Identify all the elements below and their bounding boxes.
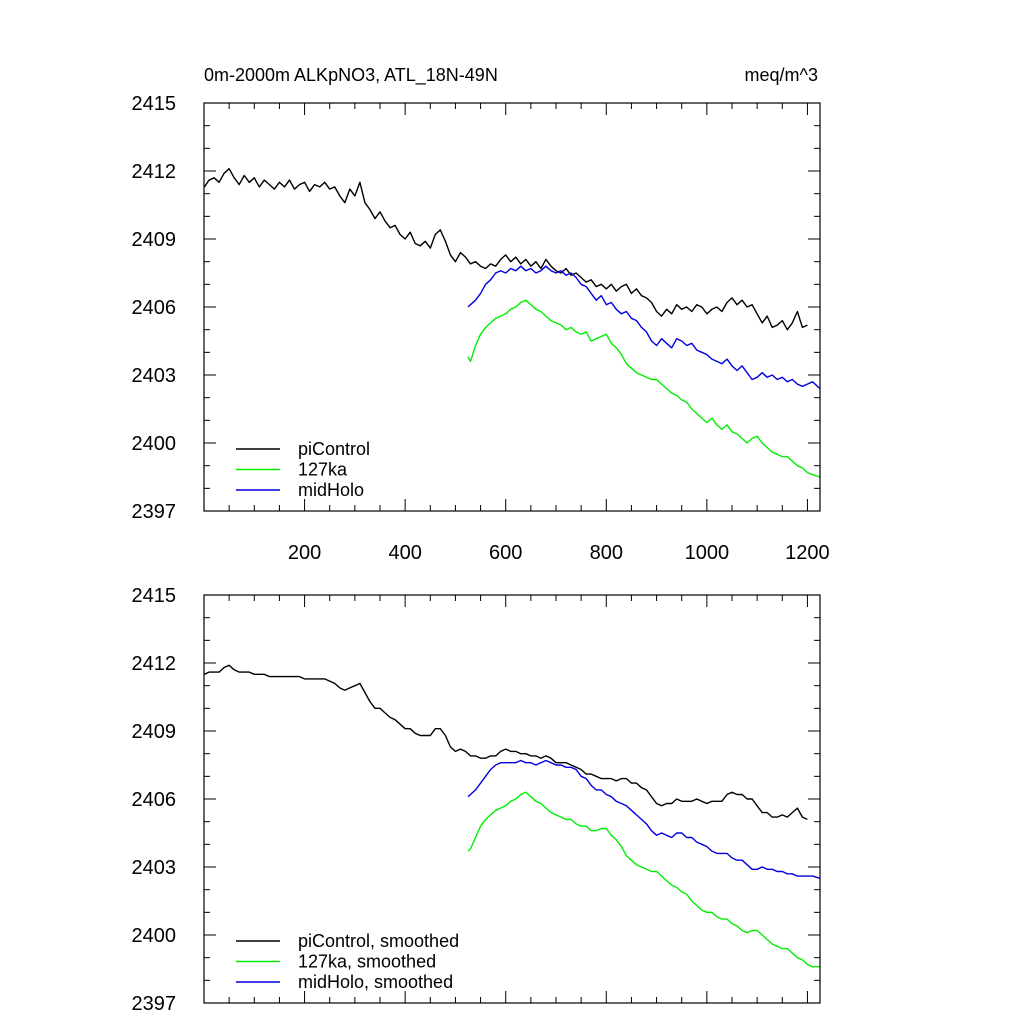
- x-tick-label: 600: [489, 542, 522, 564]
- y-tick-label: 2406: [132, 789, 177, 811]
- series-line-1: [203, 168, 808, 331]
- y-tick-label: 2412: [132, 161, 177, 183]
- series-line-3: [467, 759, 821, 879]
- legend-label: 127ka: [298, 460, 348, 480]
- y-tick-label: 2400: [132, 925, 177, 947]
- chart-units-label: meq/m^3: [745, 65, 818, 85]
- y-tick-label: 2403: [132, 365, 177, 387]
- plot-frame: [203, 594, 821, 1004]
- legend-label: piControl: [298, 439, 370, 459]
- legend-label: midHolo: [298, 480, 364, 500]
- y-tick-label: 2400: [132, 433, 177, 455]
- x-tick-label: 1200: [785, 542, 830, 564]
- legend-label: midHolo, smoothed: [298, 972, 453, 992]
- x-tick-label: 200: [288, 542, 321, 564]
- x-tick-label: 400: [388, 542, 421, 564]
- y-tick-label: 2397: [132, 993, 177, 1015]
- series-line-1: [204, 664, 808, 821]
- y-tick-label: 2409: [132, 721, 177, 743]
- y-tick-label: 2409: [132, 229, 177, 251]
- y-tick-label: 2412: [132, 653, 177, 675]
- y-tick-label: 2415: [132, 585, 177, 607]
- chart-panel-2: 2397 2400 2403 2406 2409 2412 2415 piControl, s…: [132, 585, 821, 1015]
- series-line-2: [467, 299, 821, 478]
- y-tick-label: 2403: [132, 857, 177, 879]
- y-tick-label: 2415: [132, 93, 177, 115]
- legend-label: piControl, smoothed: [298, 931, 459, 951]
- chart-title: 0m-2000m ALKpNO3, ATL_18N-49N: [204, 65, 498, 86]
- y-tick-label: 2406: [132, 297, 177, 319]
- series-line-3: [467, 265, 821, 390]
- series-line-2: [467, 791, 820, 968]
- chart-panel-1: 0m-2000m ALKpNO3, ATL_18N-49N meq/m^3 2397…: [132, 65, 830, 564]
- plot-frame: [203, 102, 821, 512]
- x-tick-label: 1000: [685, 542, 730, 564]
- y-tick-label: 2397: [132, 501, 177, 523]
- x-tick-label: 800: [590, 542, 623, 564]
- legend-label: 127ka, smoothed: [298, 952, 436, 972]
